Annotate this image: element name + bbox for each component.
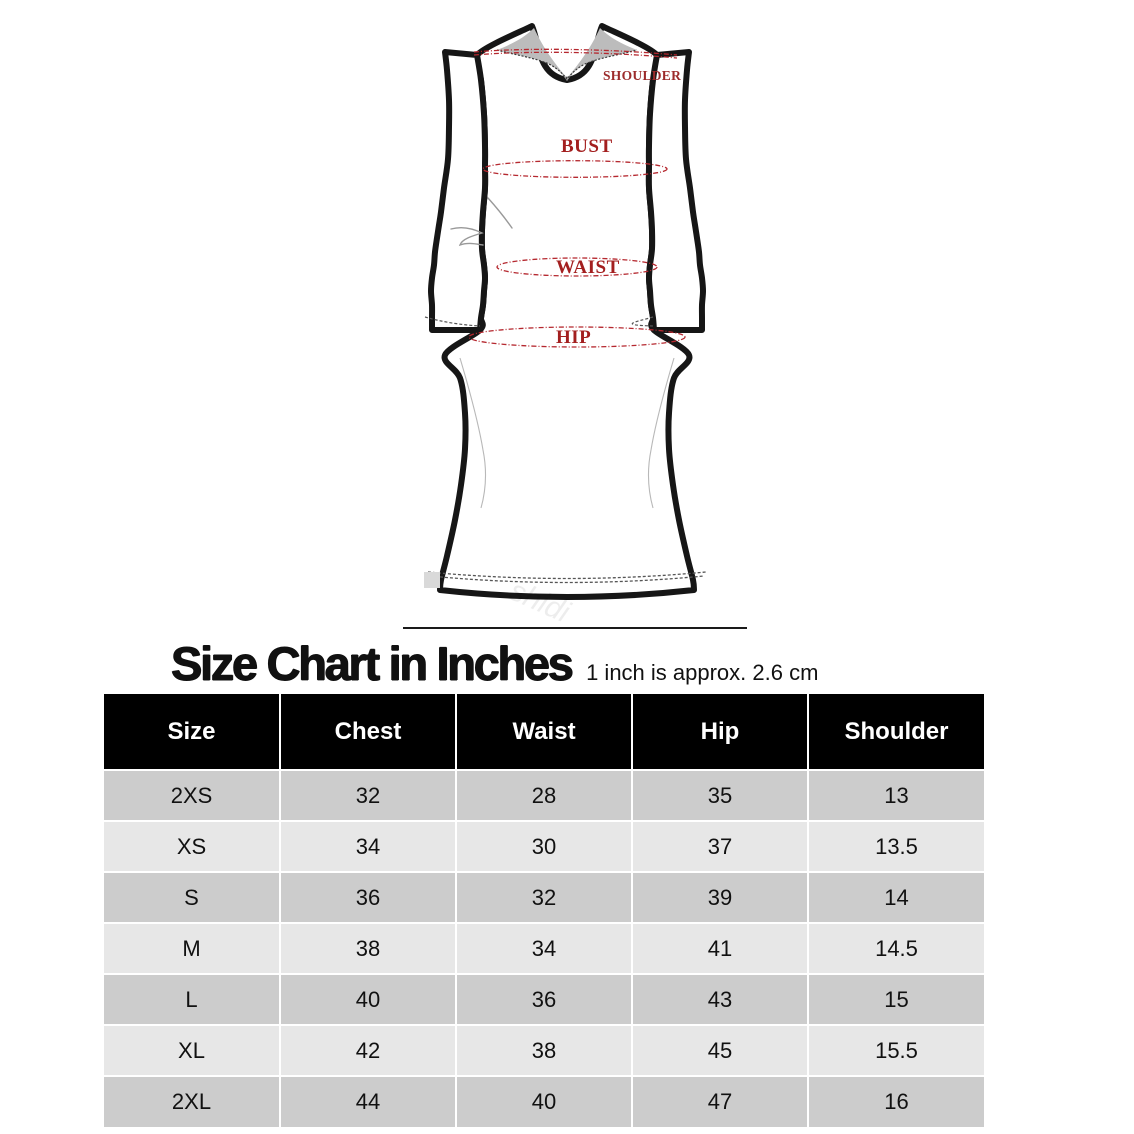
svg-text:SHOULDER: SHOULDER — [603, 68, 681, 83]
svg-text:WAIST: WAIST — [556, 257, 620, 278]
svg-text:HIP: HIP — [556, 327, 591, 348]
svg-text:BUST: BUST — [561, 136, 613, 157]
